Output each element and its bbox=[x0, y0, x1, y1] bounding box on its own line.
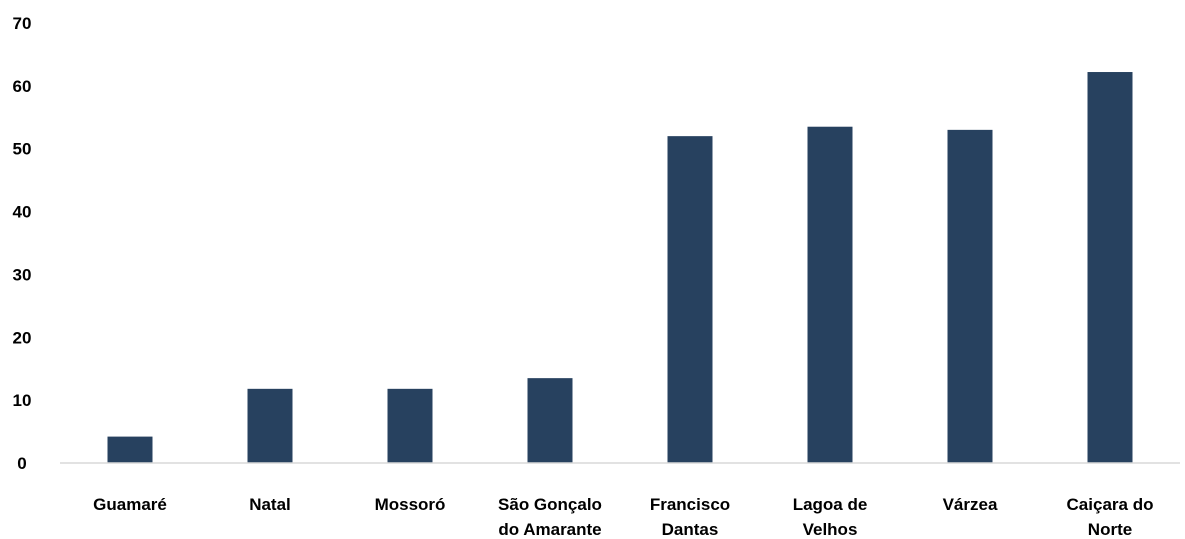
x-category-label-line: Várzea bbox=[943, 495, 998, 514]
x-category-label-line: Mossoró bbox=[375, 495, 446, 514]
x-category-label: Várzea bbox=[943, 495, 998, 514]
x-category-label: São Gonçalo do Amarante bbox=[498, 495, 602, 539]
y-tick-label: 40 bbox=[13, 203, 32, 222]
bar bbox=[247, 388, 293, 463]
x-category-label: Natal bbox=[249, 495, 291, 514]
bar bbox=[667, 136, 713, 463]
bar bbox=[107, 436, 153, 463]
bar bbox=[1087, 72, 1133, 464]
bars bbox=[107, 72, 1133, 464]
y-tick-label: 60 bbox=[13, 77, 32, 96]
y-tick-label: 30 bbox=[13, 265, 32, 284]
x-category-label-line: Caiçara do bbox=[1067, 495, 1154, 514]
x-category-label: Francisco Dantas bbox=[650, 495, 730, 539]
x-category-label-line: Natal bbox=[249, 495, 291, 514]
bar bbox=[527, 378, 573, 463]
x-category-label-line: São Gonçalo bbox=[498, 495, 602, 514]
y-tick-label: 20 bbox=[13, 328, 32, 347]
x-category-label-line: Lagoa de bbox=[793, 495, 868, 514]
x-category-label-line: Velhos bbox=[803, 520, 858, 539]
y-axis-ticks: 0 10 20 30 40 50 60 70 bbox=[13, 14, 32, 473]
y-tick-label: 50 bbox=[13, 140, 32, 159]
x-category-label-line: Francisco bbox=[650, 495, 730, 514]
bar bbox=[387, 388, 433, 463]
x-category-label: Mossoró bbox=[375, 495, 446, 514]
y-tick-label: 10 bbox=[13, 391, 32, 410]
bar bbox=[947, 129, 993, 463]
x-axis-labels: Guamaré Natal Mossoró São Gonçalo do Amarant… bbox=[93, 495, 1153, 539]
x-category-label-line: Dantas bbox=[662, 520, 719, 539]
y-tick-label: 0 bbox=[17, 454, 26, 473]
x-category-label: Guamaré bbox=[93, 495, 167, 514]
bar bbox=[807, 126, 853, 463]
x-category-label-line: Guamaré bbox=[93, 495, 167, 514]
x-category-label-line: Norte bbox=[1088, 520, 1132, 539]
x-category-label: Lagoa de Velhos bbox=[793, 495, 868, 539]
x-category-label: Caiçara do Norte bbox=[1067, 495, 1154, 539]
x-category-label-line: do Amarante bbox=[498, 520, 601, 539]
y-tick-label: 70 bbox=[13, 14, 32, 33]
